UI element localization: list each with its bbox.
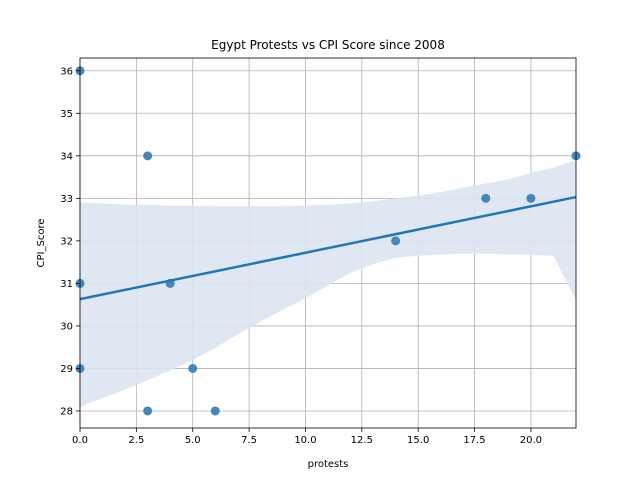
x-tick-label: 2.5 xyxy=(128,435,144,446)
x-tick-label: 12.5 xyxy=(351,435,373,446)
y-tick-label: 35 xyxy=(60,109,73,120)
regression-line xyxy=(79,195,577,301)
data-point xyxy=(210,406,220,416)
x-tick-label: 7.5 xyxy=(241,435,257,446)
data-point xyxy=(481,193,491,203)
data-point xyxy=(143,406,153,416)
data-point xyxy=(391,236,401,246)
y-tick-label: 31 xyxy=(60,279,73,290)
y-axis-ticks: 28 29 30 31 32 33 34 35 36 xyxy=(60,66,80,417)
y-tick-label: 28 xyxy=(60,406,73,417)
data-point xyxy=(143,151,153,161)
x-tick-label: 5.0 xyxy=(185,435,201,446)
y-tick-label: 32 xyxy=(60,236,73,247)
x-axis-label: protests xyxy=(308,459,349,470)
x-tick-label: 15.0 xyxy=(407,435,429,446)
y-axis-label: CPI_Score xyxy=(36,219,47,268)
y-tick-label: 34 xyxy=(60,151,73,162)
plot-frame xyxy=(79,57,577,429)
y-tick-label: 29 xyxy=(60,364,73,375)
chart-title: Egypt Protests vs CPI Score since 2008 xyxy=(211,38,445,52)
y-tick-label: 30 xyxy=(60,321,73,332)
data-point xyxy=(188,363,198,373)
y-tick-label: 33 xyxy=(60,194,73,205)
x-tick-label: 20.0 xyxy=(520,435,542,446)
y-tick-label: 36 xyxy=(60,66,73,77)
x-axis-ticks: 0.0 2.5 5.0 7.5 10.0 12.5 15.0 17.5 20.0 xyxy=(72,428,542,446)
data-point xyxy=(526,193,536,203)
x-tick-label: 10.0 xyxy=(294,435,316,446)
x-tick-label: 17.5 xyxy=(463,435,485,446)
x-tick-label: 0.0 xyxy=(72,435,88,446)
